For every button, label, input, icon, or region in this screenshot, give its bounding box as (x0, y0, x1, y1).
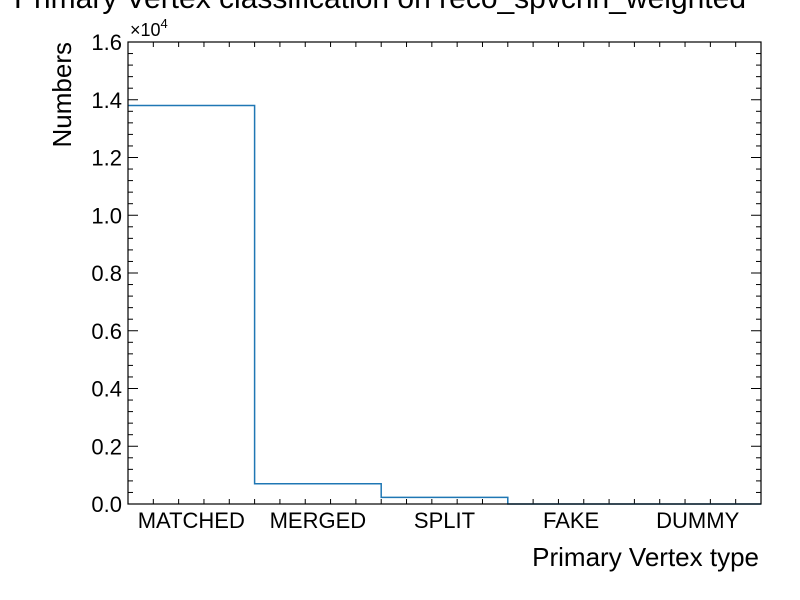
y-tick-label: 0.2 (91, 434, 122, 459)
y-tick-label: 1.2 (91, 146, 122, 171)
y-axis-multiplier: ×104 (130, 16, 168, 40)
y-tick-label: 0.8 (91, 261, 122, 286)
x-axis-label: Primary Vertex type (532, 542, 759, 572)
y-tick-label: 1.4 (91, 88, 122, 113)
x-tick-label: SPLIT (414, 508, 475, 533)
x-tick-label: MERGED (270, 508, 367, 533)
major-ticks (128, 41, 761, 505)
y-axis-label: Numbers (47, 42, 77, 147)
y-tick-label: 0.0 (91, 492, 122, 517)
x-tick-label: MATCHED (138, 508, 245, 533)
x-tick-label: FAKE (543, 508, 599, 533)
y-multiplier-base: ×10 (130, 20, 161, 40)
y-multiplier-exponent: 4 (161, 16, 168, 31)
plot-frame (127, 41, 762, 505)
y-tick-label: 1.6 (91, 30, 122, 55)
y-tick-label: 0.4 (91, 377, 122, 402)
minor-ticks (128, 42, 761, 504)
x-tick-labels: MATCHED MERGED SPLIT FAKE DUMMY (138, 508, 740, 533)
y-tick-labels: 0.0 0.2 0.4 0.6 0.8 1.0 1.2 1.4 1.6 (91, 30, 122, 517)
histogram-step-line (128, 104, 761, 505)
y-tick-label: 1.0 (91, 203, 122, 228)
x-tick-label: DUMMY (656, 508, 739, 533)
y-tick-label: 0.6 (91, 319, 122, 344)
chart-title: Primary Vertex classification on reco_sp… (14, 0, 746, 15)
